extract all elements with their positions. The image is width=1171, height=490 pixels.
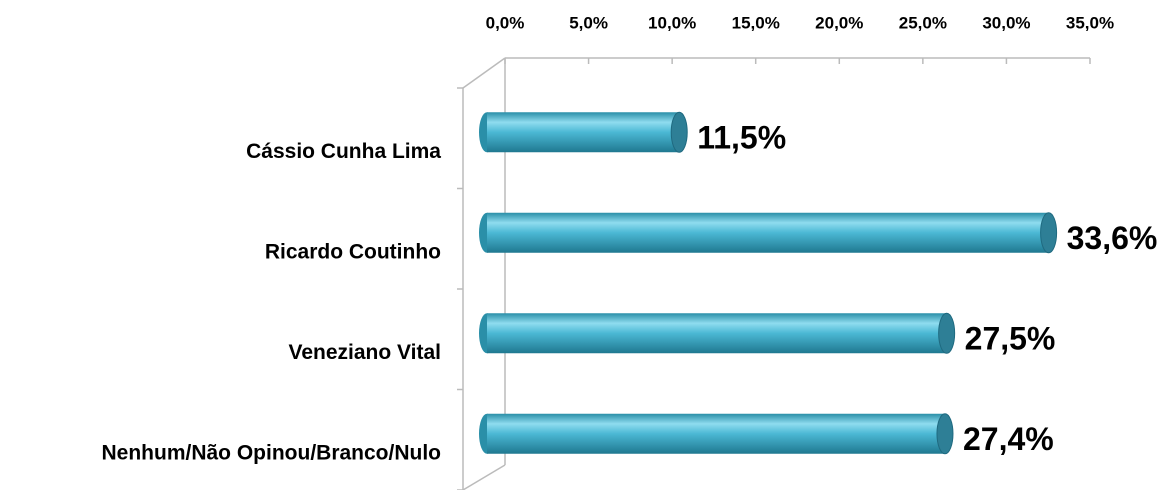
x-tick-label: 30,0% [982, 13, 1030, 32]
y-tick-label: Nenhum/Não Opinou/Branco/Nulo [102, 441, 442, 464]
value-label: 27,4% [963, 421, 1054, 457]
x-tick-label: 5,0% [569, 13, 608, 32]
bar [487, 112, 680, 153]
bar [487, 413, 945, 454]
x-tick-label: 0,0% [486, 13, 525, 32]
bar [487, 212, 1049, 253]
value-label: 27,5% [965, 321, 1056, 357]
x-tick-label: 15,0% [732, 13, 780, 32]
x-tick-label: 35,0% [1066, 13, 1114, 32]
bar-end-cap [670, 111, 688, 153]
value-label: 11,5% [697, 120, 786, 156]
bar-end-cap [1040, 212, 1058, 254]
x-tick-label: 25,0% [899, 13, 947, 32]
bar-end-cap [936, 413, 954, 455]
value-label: 33,6% [1067, 220, 1158, 256]
y-tick-label: Cássio Cunha Lima [246, 140, 441, 163]
y-tick-label: Ricardo Coutinho [265, 240, 441, 263]
x-tick-label: 20,0% [815, 13, 863, 32]
y-tick-label: Veneziano Vital [288, 341, 441, 364]
bar-end-cap [938, 312, 956, 354]
bar [487, 313, 947, 354]
x-tick-label: 10,0% [648, 13, 696, 32]
